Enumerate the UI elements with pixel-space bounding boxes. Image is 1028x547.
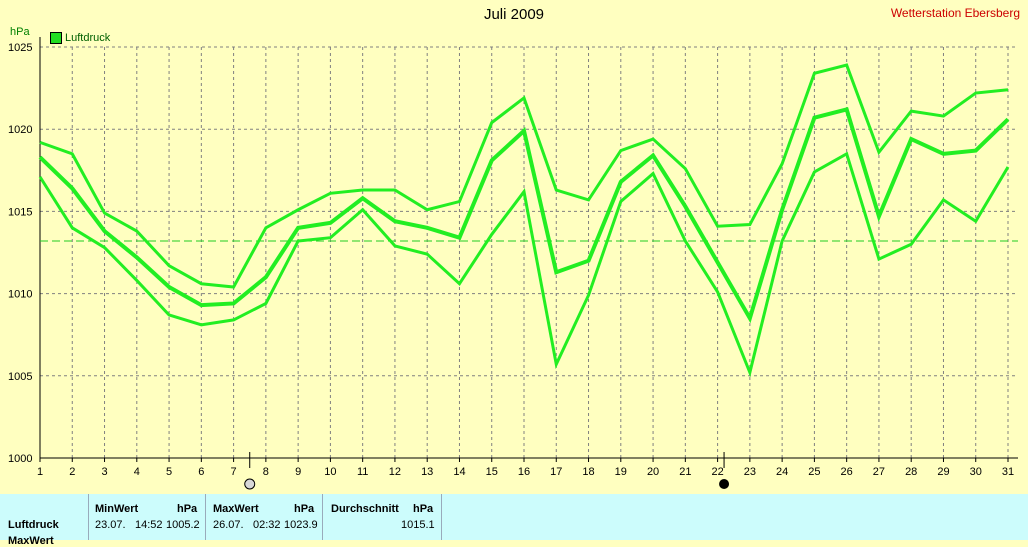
- legend-swatch: [50, 32, 62, 44]
- x-tick-label: 6: [198, 466, 204, 478]
- x-tick-label: 1: [37, 466, 43, 478]
- x-tick-label: 5: [166, 466, 172, 478]
- x-tick-label: 3: [101, 466, 107, 478]
- x-tick-label: 18: [582, 466, 594, 478]
- summary-row-label-2: MaxWert: [8, 535, 54, 547]
- x-tick-label: 14: [453, 466, 465, 478]
- x-tick-label: 25: [808, 466, 820, 478]
- min-unit: hPa: [177, 503, 198, 515]
- x-tick-label: 24: [776, 466, 788, 478]
- summary-panel: Luftdruck MaxWert MinWert hPa 23.07. 14:…: [0, 494, 1028, 547]
- y-tick-label: 1000: [8, 453, 32, 465]
- chart-area: Juli 2009 Wetterstation Ebersberg hPa Lu…: [8, 6, 1020, 490]
- min-date: 23.07.: [95, 519, 126, 531]
- x-tick-label: 23: [744, 466, 756, 478]
- x-tick-label: 21: [679, 466, 691, 478]
- avg-unit: hPa: [413, 503, 434, 515]
- x-tick-label: 7: [231, 466, 237, 478]
- max-unit: hPa: [294, 503, 315, 515]
- y-tick-label: 1020: [8, 124, 32, 136]
- x-tick-label: 16: [518, 466, 530, 478]
- series-line-min: [38, 151, 1010, 378]
- summary-row-label: Luftdruck: [8, 519, 59, 531]
- full-moon-icon: [244, 478, 256, 490]
- min-value: 1005.2: [166, 519, 200, 531]
- x-tick-label: 13: [421, 466, 433, 478]
- x-tick-label: 28: [905, 466, 917, 478]
- summary-min-column: MinWert hPa 23.07. 14:52 1005.2: [88, 494, 205, 540]
- max-header: MaxWert: [213, 503, 259, 515]
- x-tick-label: 31: [1002, 466, 1014, 478]
- new-moon-icon: [719, 479, 730, 489]
- summary-max-column: MaxWert hPa 26.07. 02:32 1023.9: [205, 494, 322, 540]
- x-tick-label: 8: [263, 466, 269, 478]
- y-tick-label: 1015: [8, 206, 32, 218]
- x-tick-label: 19: [615, 466, 627, 478]
- x-tick-label: 12: [389, 466, 401, 478]
- y-tick-label: 1010: [8, 289, 32, 301]
- series-line-max: [39, 63, 1009, 289]
- legend-label: Luftdruck: [65, 32, 111, 44]
- summary-average-column: Durchschnitt hPa 1015.1: [322, 494, 442, 540]
- station-name: Wetterstation Ebersberg: [890, 6, 1020, 20]
- max-value: 1023.9: [284, 519, 318, 531]
- avg-value: 1015.1: [401, 519, 435, 531]
- x-tick-label: 4: [134, 466, 140, 478]
- x-tick-label: 11: [357, 466, 368, 478]
- x-tick-label: 29: [937, 466, 949, 478]
- legend: Luftdruck: [50, 32, 110, 44]
- chart-title: Juli 2009: [483, 6, 545, 23]
- series-line-avg: [38, 107, 1010, 324]
- avg-header: Durchschnitt: [331, 503, 399, 515]
- x-tick-label: 30: [970, 466, 982, 478]
- x-tick-label: 10: [324, 466, 336, 478]
- x-tick-label: 20: [647, 466, 659, 478]
- x-tick-label: 26: [841, 466, 853, 478]
- x-tick-label: 9: [295, 466, 301, 478]
- y-axis-unit: hPa: [10, 26, 30, 38]
- x-tick-label: 17: [550, 466, 562, 478]
- max-date: 26.07.: [213, 519, 244, 531]
- x-tick-label: 2: [69, 466, 75, 478]
- y-tick-label: 1005: [8, 371, 32, 383]
- x-tick-label: 15: [486, 466, 498, 478]
- x-tick-label: 22: [711, 466, 723, 478]
- y-tick-label: 1025: [8, 42, 32, 54]
- x-tick-label: 27: [873, 466, 885, 478]
- min-time: 14:52: [135, 519, 163, 531]
- min-header: MinWert: [95, 503, 139, 515]
- max-time: 02:32: [253, 519, 281, 531]
